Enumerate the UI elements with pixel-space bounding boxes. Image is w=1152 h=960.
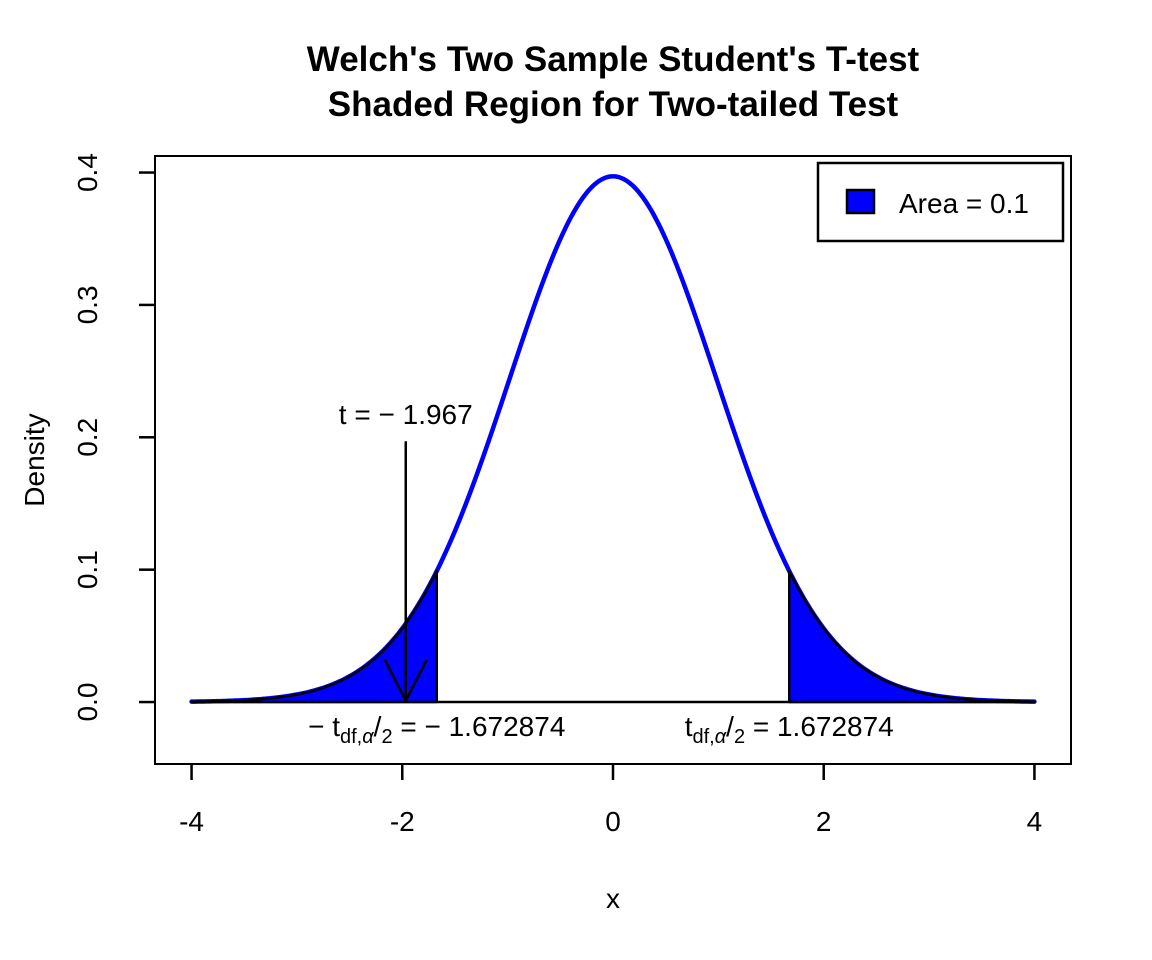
x-axis-tick-label: -2 [390, 806, 415, 837]
density-curve [189, 174, 1037, 704]
plot-box [154, 155, 1072, 765]
t-statistic-annotation: t = − 1.967 [339, 399, 473, 430]
x-axis-tick-label: 4 [1027, 806, 1043, 837]
y-axis-tick-label: 0.3 [72, 285, 103, 324]
y-axis-tick-label: 0.4 [72, 153, 103, 192]
axes-layer: -4 -2 0 2 4 0.0 0.1 0.2 0.3 0.4 [72, 153, 1042, 837]
arrow-head-right [404, 659, 428, 702]
y-axis-label: Density [19, 413, 50, 506]
x-axis-tick-label: -4 [179, 806, 204, 837]
x-axis-tick-label: 2 [816, 806, 832, 837]
shaded-tail-right [788, 569, 1036, 704]
plot-title-line1: Welch's Two Sample Student's T-test [307, 40, 920, 79]
x-axis-label: x [606, 883, 620, 914]
t-statistic-arrow [383, 441, 428, 702]
critical-value-label-lower: − tdf,α/2 = − 1.672874 [308, 711, 565, 748]
plot-title-line2: Shaded Region for Two-tailed Test [328, 85, 899, 124]
legend-swatch [845, 188, 876, 215]
arrow-head-left [383, 659, 407, 702]
shaded-tail-left [190, 569, 438, 704]
x-axis-tick-label: 0 [605, 806, 621, 837]
legend-label: Area = 0.1 [899, 188, 1029, 219]
y-axis-tick-label: 0.1 [72, 550, 103, 589]
critical-value-label-upper: tdf,α/2 = 1.672874 [685, 711, 894, 748]
y-axis-tick-label: 0.2 [72, 418, 103, 457]
legend: Area = 0.1 [816, 161, 1065, 243]
chart-layer [189, 174, 1037, 704]
y-axis-tick-label: 0.0 [72, 683, 103, 722]
